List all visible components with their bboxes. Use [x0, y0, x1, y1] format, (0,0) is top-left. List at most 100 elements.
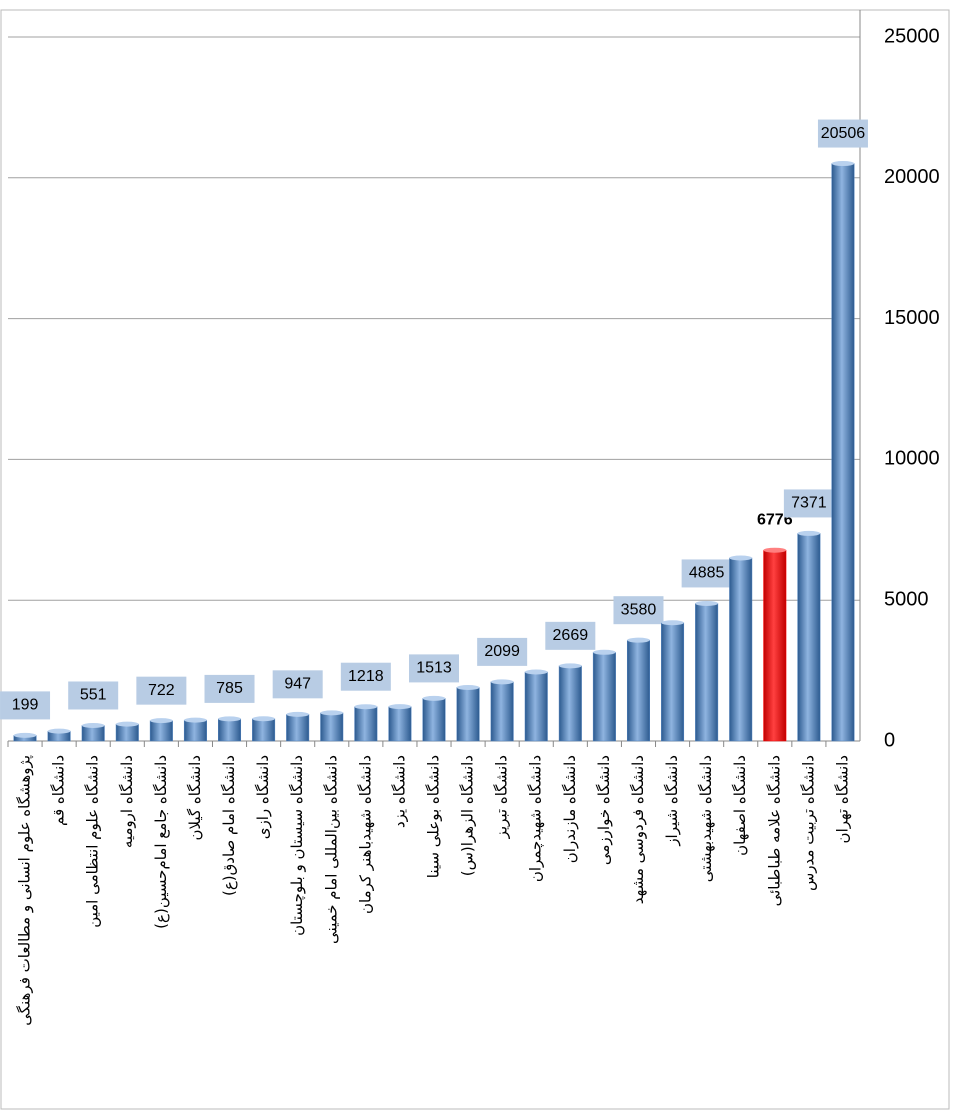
bar — [320, 712, 344, 742]
x-tick-label: دانشگاه مازندران — [561, 755, 579, 863]
y-tick-label: 5000 — [884, 588, 929, 610]
x-tick-label: دانشگاه تبریز — [493, 755, 511, 839]
value-label: 785 — [216, 680, 243, 697]
value-label: 199 — [12, 697, 39, 714]
x-tick-label: دانشگاه شهیدبهشتی — [697, 755, 715, 882]
x-tick-label: دانشگاه قم — [50, 755, 68, 826]
x-tick-label: دانشگاه امام صادق(ع) — [220, 755, 238, 896]
value-label-box — [783, 489, 834, 518]
bar-cap — [388, 704, 412, 710]
bar-cap — [116, 721, 139, 727]
bar — [558, 665, 582, 742]
bar-cap — [81, 722, 105, 728]
bar-cap — [320, 710, 344, 716]
bar-cap — [661, 620, 684, 626]
x-tick-label: دانشگاه تهران — [833, 755, 851, 843]
bar-cap — [354, 704, 378, 710]
bar — [626, 639, 650, 742]
x-tick-label: دانشگاه بین‌المللی امام خمینی — [322, 755, 340, 944]
bar — [354, 706, 378, 742]
bar — [524, 671, 548, 742]
x-tick-label: دانشگاه شهیدچمران — [527, 755, 545, 882]
bar-cap — [184, 717, 207, 723]
value-label: 2099 — [484, 643, 520, 660]
y-tick-label: 15000 — [884, 307, 940, 329]
value-label: 3580 — [621, 601, 657, 618]
bar — [729, 557, 753, 742]
x-tick-label: دانشگاه رازی — [254, 755, 272, 839]
x-tick-label: دانشگاه شهیدباهنر کرمان — [356, 755, 374, 914]
value-label-box — [477, 637, 528, 666]
bar — [388, 706, 412, 742]
bar-cap — [627, 637, 650, 643]
bar — [183, 719, 207, 742]
y-tick-label: 25000 — [884, 25, 940, 47]
bar-cap — [763, 547, 787, 553]
value-label-box — [204, 674, 255, 703]
bar-cap — [797, 530, 821, 536]
x-tick-label: دانشگاه علوم انتظامی امین — [84, 755, 102, 928]
bar-cap — [150, 718, 173, 724]
value-label: 2669 — [553, 627, 589, 644]
bar — [763, 549, 787, 742]
x-tick-label: دانشگاه الزهرا(س) — [459, 755, 477, 876]
bar — [149, 720, 173, 742]
value-label: 1513 — [416, 660, 452, 677]
value-label: 722 — [148, 682, 175, 699]
bar — [422, 698, 446, 742]
bar-cap — [47, 728, 71, 734]
value-label-box — [340, 662, 391, 691]
bar — [218, 718, 242, 742]
bar-cap — [490, 679, 514, 685]
value-label: 20506 — [821, 125, 866, 142]
bar-cap — [286, 711, 309, 717]
bar-cap — [13, 732, 37, 738]
y-tick-label: 10000 — [884, 448, 940, 470]
x-tick-label: دانشگاه تربیت مدرس — [799, 755, 817, 891]
value-label: 947 — [284, 676, 311, 693]
bar — [695, 603, 719, 742]
y-tick-label: 20000 — [884, 166, 940, 188]
bar-cap — [593, 649, 616, 655]
x-tick-label: دانشگاه ارومیه — [118, 755, 136, 848]
value-label-box — [817, 119, 868, 148]
value-label-box — [272, 670, 323, 699]
value-label: 7371 — [791, 495, 827, 512]
value-label-box — [409, 654, 459, 683]
bar-cap — [422, 695, 446, 701]
bar-cap — [729, 555, 752, 561]
bar — [252, 718, 276, 742]
x-tick-label: پژوهشگاه علوم انسانی و مطالعات فرهنگی — [16, 755, 35, 1026]
bar-cap — [456, 684, 480, 690]
value-label-box — [681, 559, 732, 588]
value-label-box — [613, 596, 664, 625]
bar-cap — [559, 663, 582, 669]
value-label-box — [68, 681, 119, 710]
value-label: 551 — [80, 687, 107, 704]
value-label-box — [545, 621, 596, 650]
bar — [286, 714, 310, 742]
x-tick-label: دانشگاه بوعلی سینا — [425, 755, 443, 878]
bar-cap — [524, 669, 548, 675]
bar-cap — [695, 600, 718, 606]
bar — [661, 622, 685, 742]
x-tick-label: دانشگاه شیراز — [663, 755, 681, 847]
value-label: 4885 — [689, 565, 725, 582]
x-tick-label: دانشگاه جامع امام‌حسین(ع) — [152, 755, 170, 929]
x-tick-label: دانشگاه یزد — [390, 755, 408, 828]
bar — [115, 723, 139, 742]
value-label: 6776 — [757, 511, 793, 528]
bar-cap — [218, 716, 241, 722]
x-tick-label: دانشگاه اصفهان — [731, 755, 749, 856]
bar — [831, 163, 855, 742]
bar — [797, 533, 821, 742]
x-tick-label: دانشگاه فردوسی مشهد — [629, 755, 647, 904]
y-tick-label: 0 — [884, 729, 895, 751]
x-tick-label: دانشگاه گیلان — [186, 755, 204, 841]
bar — [490, 681, 514, 742]
bar-cap — [831, 161, 855, 167]
bar-cap — [252, 716, 275, 722]
x-tick-label: دانشگاه علامه طباطبائی — [765, 755, 783, 906]
x-tick-label: دانشگاه سیستان و بلوچستان — [288, 755, 306, 936]
